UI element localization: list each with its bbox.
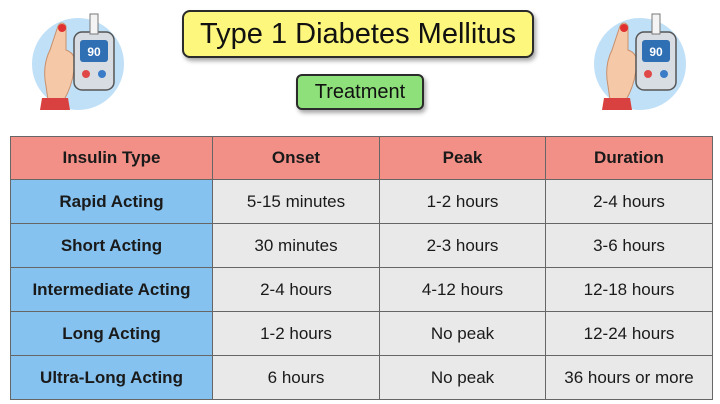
meter-reading: 90 (87, 45, 101, 59)
insulin-type-cell: Short Acting (10, 223, 213, 268)
peak-cell: 1-2 hours (379, 179, 546, 224)
table-row: Short Acting 30 minutes 2-3 hours 3-6 ho… (10, 223, 713, 268)
glucose-meter-icon: 90 (590, 6, 690, 114)
table-row: Long Acting 1-2 hours No peak 12-24 hour… (10, 311, 713, 356)
onset-cell: 5-15 minutes (212, 179, 380, 224)
duration-cell: 36 hours or more (545, 355, 713, 400)
header-onset: Onset (212, 136, 380, 180)
header-duration: Duration (545, 136, 713, 180)
header-peak: Peak (379, 136, 546, 180)
peak-cell: 2-3 hours (379, 223, 546, 268)
peak-cell: No peak (379, 311, 546, 356)
peak-cell: 4-12 hours (379, 267, 546, 312)
meter-reading: 90 (649, 45, 663, 59)
insulin-type-cell: Rapid Acting (10, 179, 213, 224)
insulin-table: Insulin Type Onset Peak Duration Rapid A… (10, 136, 713, 400)
table-row: Ultra-Long Acting 6 hours No peak 36 hou… (10, 355, 713, 400)
insulin-type-cell: Long Acting (10, 311, 213, 356)
section-subtitle: Treatment (296, 74, 424, 110)
onset-cell: 6 hours (212, 355, 380, 400)
table-header-row: Insulin Type Onset Peak Duration (10, 136, 713, 180)
table-row: Intermediate Acting 2-4 hours 4-12 hours… (10, 267, 713, 312)
duration-cell: 12-24 hours (545, 311, 713, 356)
insulin-type-cell: Intermediate Acting (10, 267, 213, 312)
glucose-meter-icon: 90 (28, 6, 128, 114)
duration-cell: 3-6 hours (545, 223, 713, 268)
insulin-type-cell: Ultra-Long Acting (10, 355, 213, 400)
peak-cell: No peak (379, 355, 546, 400)
duration-cell: 2-4 hours (545, 179, 713, 224)
page-title: Type 1 Diabetes Mellitus (182, 10, 534, 58)
table-row: Rapid Acting 5-15 minutes 1-2 hours 2-4 … (10, 179, 713, 224)
onset-cell: 1-2 hours (212, 311, 380, 356)
duration-cell: 12-18 hours (545, 267, 713, 312)
header-insulin-type: Insulin Type (10, 136, 213, 180)
onset-cell: 2-4 hours (212, 267, 380, 312)
onset-cell: 30 minutes (212, 223, 380, 268)
